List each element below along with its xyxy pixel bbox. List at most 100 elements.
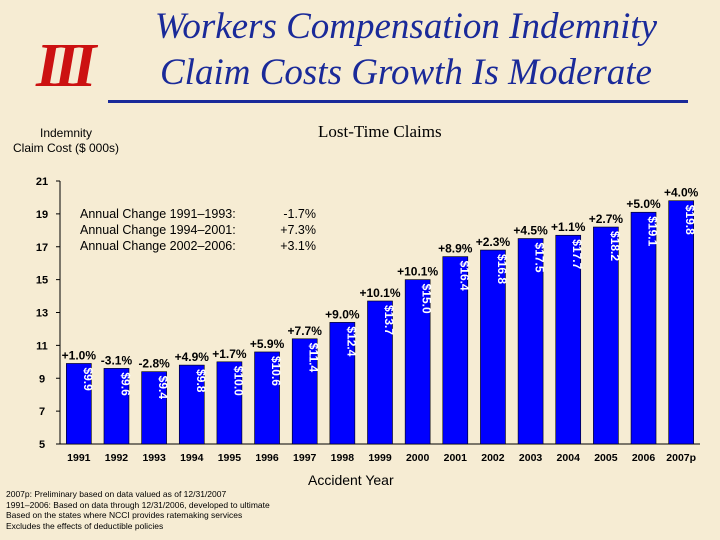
bar-value-label: $13.7	[382, 305, 396, 335]
bar	[291, 338, 318, 445]
x-tick-label: 1991	[67, 452, 91, 464]
title-line-1: Workers Compensation Indemnity	[154, 6, 658, 47]
bar	[480, 249, 506, 445]
bar-value-label: $9.8	[194, 369, 208, 393]
x-tick-label: 1992	[105, 452, 129, 464]
x-tick-label: 1996	[255, 452, 279, 464]
bar-value-label: $19.8	[683, 205, 697, 235]
bar-value-label: $17.5	[533, 243, 547, 273]
bar	[442, 256, 469, 445]
y-tick-label: 19	[36, 209, 48, 221]
percent-change-label: -2.8%	[138, 357, 170, 371]
bar-value-label: $12.4	[344, 326, 358, 356]
percent-change-label: -3.1%	[101, 353, 133, 367]
percent-change-label: +4.0%	[664, 186, 699, 200]
footnote: Excludes the effects of deductible polic…	[6, 520, 164, 531]
bar	[404, 279, 431, 445]
annual-change-label: Annual Change 1994–2001:	[80, 223, 236, 237]
x-tick-label: 1994	[180, 452, 204, 464]
percent-change-label: +7.7%	[288, 324, 323, 338]
y-tick-label: 11	[36, 340, 48, 352]
bar-value-label: $16.4	[457, 261, 471, 291]
percent-change-label: +10.1%	[359, 286, 400, 300]
percent-change-label: +4.9%	[175, 350, 210, 364]
percent-change-label: +5.0%	[626, 197, 661, 211]
percent-change-label: +1.1%	[551, 220, 586, 234]
annual-change-label: Annual Change 2002–2006:	[80, 239, 236, 253]
x-tick-label: 1998	[331, 452, 355, 464]
x-tick-label: 2000	[406, 452, 430, 464]
bar-value-label: $10.6	[269, 356, 283, 386]
bar	[630, 211, 657, 445]
bar	[178, 364, 205, 445]
bar-value-label: $10.0	[231, 366, 245, 396]
y-tick-label: 9	[39, 373, 45, 385]
annual-change-row: Annual Change 1994–2001: +7.3%	[80, 222, 316, 238]
bar-value-label: $11.4	[307, 343, 321, 373]
title-line-2: Claim Costs Growth Is Moderate	[160, 52, 652, 93]
footnote: 2007p: Preliminary based on data valued …	[6, 489, 227, 499]
bar-value-label: $18.2	[608, 231, 622, 261]
x-tick-label: 1997	[293, 452, 317, 464]
bar	[593, 226, 619, 445]
percent-change-label: +2.3%	[476, 235, 511, 249]
x-tick-label: 2003	[519, 452, 543, 464]
percent-change-label: +10.1%	[397, 265, 438, 279]
x-axis-label: Accident Year	[308, 472, 394, 488]
footnotes: 2007p: Preliminary based on data valued …	[6, 489, 270, 531]
bar-value-label: $9.4	[156, 376, 170, 400]
chart-title: Lost-Time Claims	[318, 122, 442, 141]
bar	[216, 361, 243, 445]
bar	[517, 238, 544, 445]
bar-value-label: $16.8	[495, 254, 509, 284]
bar	[329, 322, 356, 445]
percent-change-label: +4.5%	[513, 224, 548, 238]
iii-logo: III	[36, 32, 96, 100]
y-tick-label: 15	[36, 275, 48, 287]
percent-change-label: +1.7%	[212, 347, 247, 361]
x-tick-label: 1995	[218, 452, 242, 464]
bar-value-label: $9.9	[81, 367, 95, 391]
y-axis-label-line-2: Claim Cost ($ 000s)	[12, 141, 120, 155]
bar	[66, 363, 92, 445]
x-tick-label: 1999	[368, 452, 392, 464]
bar-value-label: $17.7	[570, 239, 584, 269]
percent-change-label: +1.0%	[62, 348, 97, 362]
percent-change-label: +8.9%	[438, 242, 473, 256]
bar	[141, 371, 167, 445]
bar	[668, 200, 694, 445]
annual-change-row: Annual Change 1991–1993: -1.7%	[80, 206, 316, 222]
bar-value-label: $19.1	[646, 216, 660, 246]
y-axis-label: Indemnity Claim Cost ($ 000s)	[0, 126, 132, 156]
percent-change-label: +2.7%	[589, 212, 624, 226]
bar	[555, 234, 582, 445]
bar-value-label: $9.6	[118, 372, 132, 396]
bar-value-label: $15.0	[420, 284, 434, 314]
annual-change-value: +7.3%	[280, 223, 316, 237]
y-tick-label: 13	[36, 308, 48, 320]
x-tick-label: 2001	[444, 452, 468, 464]
x-tick-label: 2002	[481, 452, 505, 464]
annual-change-value: +3.1%	[280, 239, 316, 253]
x-tick-label: 2007p	[666, 452, 696, 464]
footnote: Based on the states where NCCI provides …	[6, 510, 243, 520]
bar	[103, 368, 130, 445]
footnote: 1991–2006: Based on data through 12/31/2…	[6, 499, 270, 510]
title-divider	[108, 100, 688, 103]
bar	[254, 351, 280, 445]
annual-change-value: -1.7%	[283, 207, 316, 221]
annual-change-summary: Annual Change 1991–1993: -1.7% Annual Ch…	[80, 206, 316, 254]
x-tick-label: 1993	[142, 452, 166, 464]
percent-change-label: +5.9%	[250, 337, 285, 351]
y-tick-label: 7	[39, 406, 45, 418]
annual-change-row: Annual Change 2002–2006: +3.1%	[80, 238, 316, 254]
y-axis-label-line-1: Indemnity	[39, 126, 93, 140]
x-tick-label: 2004	[557, 452, 581, 464]
percent-change-label: +9.0%	[325, 307, 360, 321]
x-tick-label: 2005	[594, 452, 618, 464]
y-tick-label: 5	[39, 439, 45, 451]
x-tick-label: 2006	[632, 452, 656, 464]
page-title: Workers Compensation Indemnity Claim Cos…	[96, 4, 716, 96]
y-tick-label: 21	[36, 176, 48, 188]
